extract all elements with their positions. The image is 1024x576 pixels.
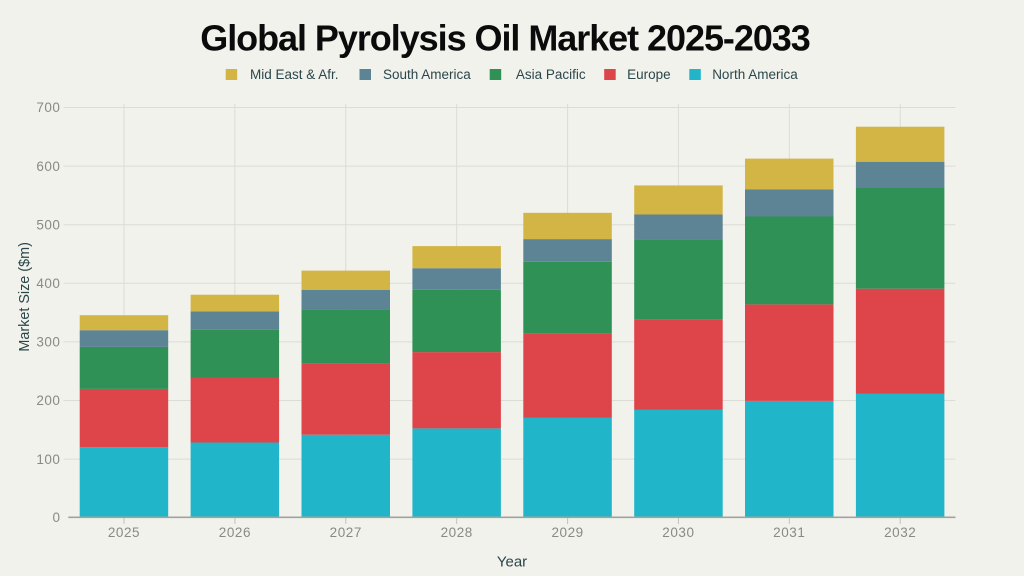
svg-text:300: 300 (36, 335, 60, 350)
svg-text:2032: 2032 (884, 525, 916, 540)
svg-text:Mid East & Afr.: Mid East & Afr. (250, 67, 339, 82)
svg-text:400: 400 (36, 276, 60, 291)
svg-text:0: 0 (52, 510, 60, 525)
svg-text:Europe: Europe (627, 67, 671, 82)
svg-text:2025: 2025 (108, 525, 140, 540)
svg-text:North America: North America (712, 67, 798, 82)
svg-text:700: 700 (36, 100, 60, 115)
svg-text:2027: 2027 (330, 525, 362, 540)
svg-text:Market Size ($m): Market Size ($m) (17, 242, 33, 352)
svg-text:2029: 2029 (551, 525, 583, 540)
svg-text:2028: 2028 (441, 525, 473, 540)
svg-text:2030: 2030 (662, 525, 694, 540)
svg-text:South America: South America (383, 67, 471, 82)
svg-text:2031: 2031 (773, 525, 805, 540)
svg-text:Year: Year (497, 554, 527, 571)
svg-text:100: 100 (36, 452, 60, 467)
svg-text:200: 200 (36, 393, 60, 408)
svg-text:2026: 2026 (219, 525, 251, 540)
svg-text:500: 500 (36, 217, 60, 232)
svg-text:Global Pyrolysis Oil Market 20: Global Pyrolysis Oil Market 2025-2033 (200, 18, 810, 59)
svg-text:600: 600 (36, 159, 60, 174)
svg-text:Asia Pacific: Asia Pacific (516, 67, 586, 82)
